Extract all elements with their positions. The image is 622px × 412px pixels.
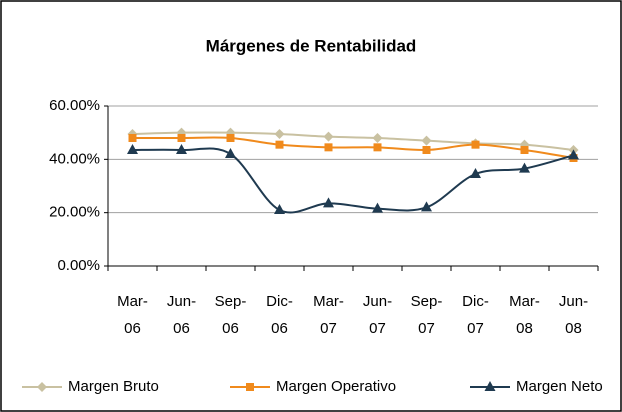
x-tick-label: Mar-06: [117, 293, 148, 337]
y-tick-label: 40.00%: [49, 150, 100, 167]
legend-marker: [484, 381, 496, 391]
marker: [128, 134, 137, 142]
legend-marker: [246, 383, 254, 391]
x-tick-label: Mar-08: [509, 293, 540, 337]
marker: [226, 134, 235, 142]
x-tick-label: Jun-07: [363, 293, 392, 337]
x-tick-label: Sep-06: [215, 293, 247, 337]
marker: [471, 140, 480, 149]
legend-marker: [37, 382, 47, 392]
chart-title: Márgenes de Rentabilidad: [206, 36, 417, 55]
marker: [421, 135, 432, 146]
line: [132, 147, 574, 214]
x-tick-label: Jun-08: [559, 293, 588, 337]
marker: [323, 197, 334, 208]
line: [132, 136, 574, 159]
marker: [568, 149, 579, 160]
y-tick-label: 20.00%: [49, 204, 100, 221]
marker: [373, 143, 382, 152]
marker: [372, 133, 383, 143]
x-tick-label: Jun-06: [167, 293, 196, 337]
legend-label: Margen Bruto: [68, 378, 159, 395]
x-tick-label: Dic-06: [266, 293, 293, 337]
marker: [470, 168, 481, 178]
marker: [422, 146, 431, 154]
marker: [274, 204, 285, 214]
marker: [323, 131, 334, 142]
x-tick-label: Mar-07: [313, 293, 344, 337]
marker: [225, 148, 236, 158]
marker: [520, 146, 529, 154]
marker: [275, 140, 284, 149]
y-tick-label: 60.00%: [49, 97, 100, 114]
line: [132, 131, 574, 151]
marker: [372, 202, 383, 213]
marker: [324, 143, 333, 152]
x-tick-label: Sep-07: [411, 293, 443, 337]
legend-label: Margen Neto: [516, 378, 603, 395]
marker: [177, 134, 186, 142]
marker: [519, 162, 530, 173]
marker: [421, 201, 432, 212]
y-tick-label: 0.00%: [57, 257, 100, 274]
marker: [176, 144, 187, 154]
marker: [274, 129, 285, 139]
marker: [127, 144, 138, 154]
legend-label: Margen Operativo: [276, 378, 396, 395]
x-tick-label: Dic-07: [462, 293, 489, 337]
